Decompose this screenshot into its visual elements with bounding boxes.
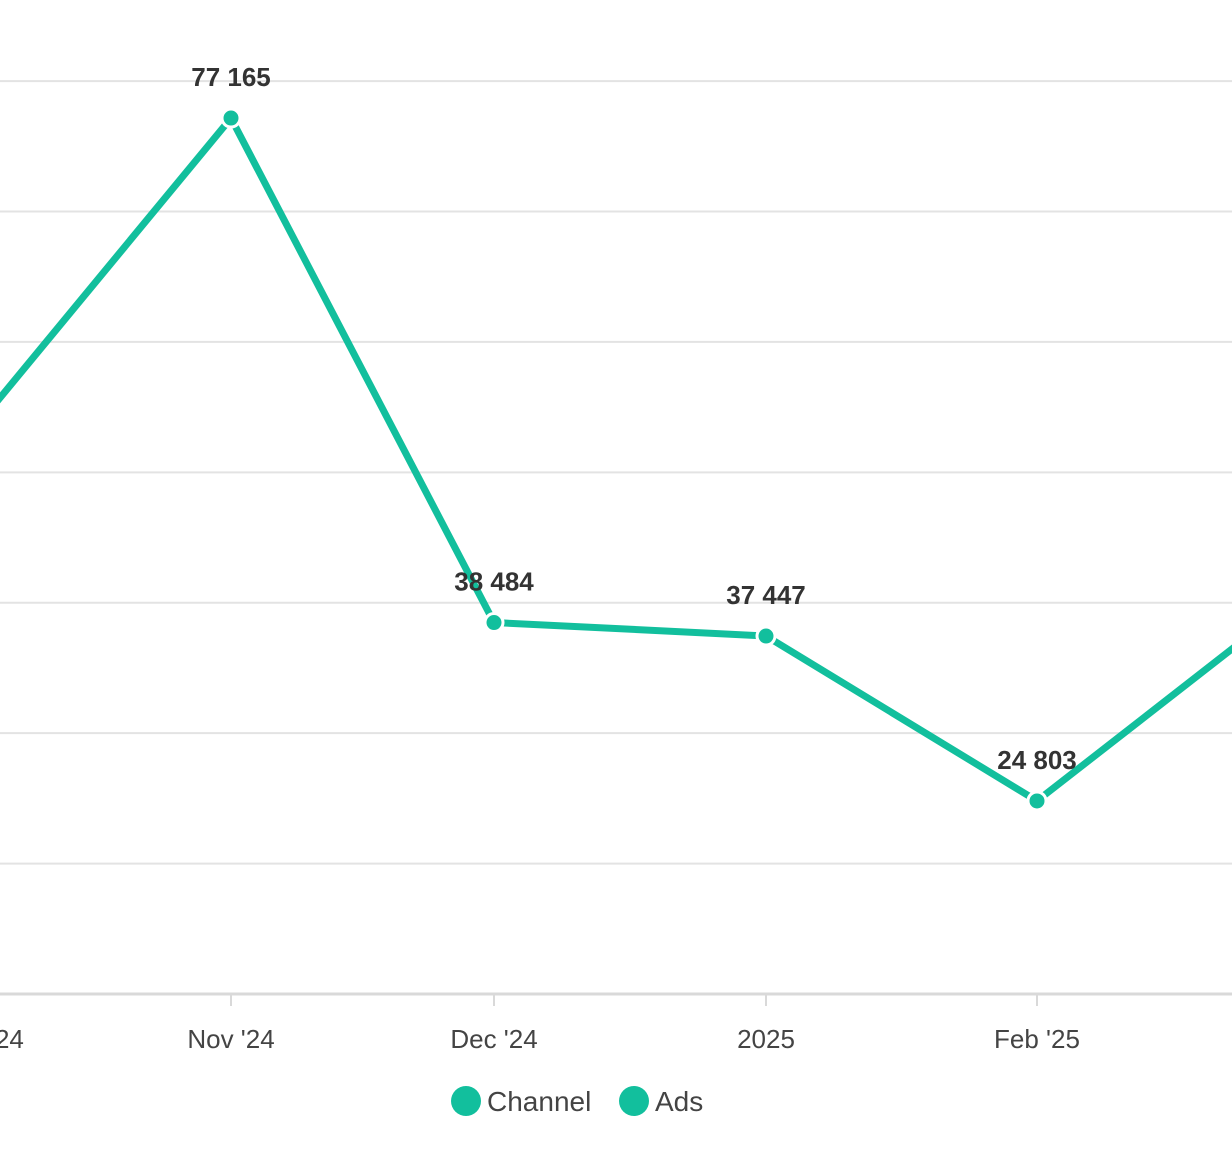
series-line-channel bbox=[0, 114, 1232, 805]
data-label: 77 165 bbox=[191, 62, 271, 92]
legend-label: Ads bbox=[655, 1086, 703, 1117]
legend-item-ads[interactable]: Ads bbox=[619, 1086, 703, 1117]
legend-marker bbox=[619, 1086, 649, 1116]
legend-label: Channel bbox=[487, 1086, 591, 1117]
x-tick-label: Nov '24 bbox=[187, 1024, 274, 1054]
data-label: 24 803 bbox=[997, 745, 1077, 775]
x-tick-label: Feb '25 bbox=[994, 1024, 1080, 1054]
x-axis-ticks: '24 Nov '24 Dec '24 2025 Feb '25 bbox=[0, 994, 1080, 1054]
data-point bbox=[1026, 790, 1048, 812]
y-gridlines bbox=[0, 80, 1232, 865]
data-point bbox=[483, 612, 505, 634]
data-label: 38 484 bbox=[454, 567, 534, 597]
x-tick-label: Dec '24 bbox=[450, 1024, 537, 1054]
data-point bbox=[755, 625, 777, 647]
data-point bbox=[220, 107, 242, 129]
legend-marker bbox=[451, 1086, 481, 1116]
x-tick-label: 2025 bbox=[737, 1024, 795, 1054]
legend[interactable]: Channel Ads bbox=[451, 1086, 703, 1117]
x-tick-label: '24 bbox=[0, 1024, 24, 1054]
data-label: 37 447 bbox=[726, 580, 806, 610]
series-layer: 77 165 38 484 37 447 24 803 bbox=[0, 62, 1232, 812]
legend-item-channel[interactable]: Channel bbox=[451, 1086, 591, 1117]
